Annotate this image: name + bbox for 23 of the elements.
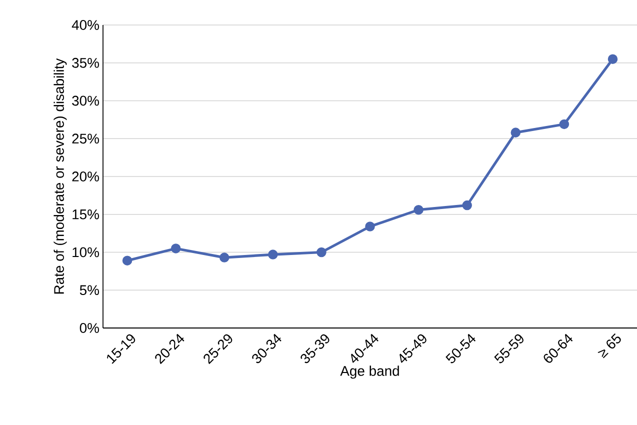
y-tick-label: 20% — [72, 172, 99, 182]
y-tick-label: 35% — [72, 58, 99, 68]
point — [608, 54, 618, 64]
y-tick-label: 15% — [72, 209, 99, 220]
point — [559, 119, 570, 130]
y-tick-label: 30% — [72, 96, 99, 106]
point — [219, 252, 230, 262]
y-tick-label: 10% — [72, 247, 99, 258]
point — [316, 247, 326, 258]
y-tick-label: 25% — [72, 134, 99, 144]
x-axis-title: Age band — [340, 366, 399, 379]
point — [268, 250, 278, 260]
point — [122, 256, 132, 266]
point — [462, 200, 472, 210]
y-axis-title: Rate of (moderate or severe) disability — [54, 58, 67, 294]
point — [414, 204, 424, 215]
point — [510, 128, 521, 138]
point — [365, 222, 375, 232]
x-tick-label: ≥ 65 — [598, 333, 621, 358]
point — [170, 244, 181, 254]
y-tick-label: 40% — [72, 20, 99, 30]
y-tick-label: 0% — [80, 323, 99, 333]
y-tick-label: 5% — [80, 285, 99, 296]
